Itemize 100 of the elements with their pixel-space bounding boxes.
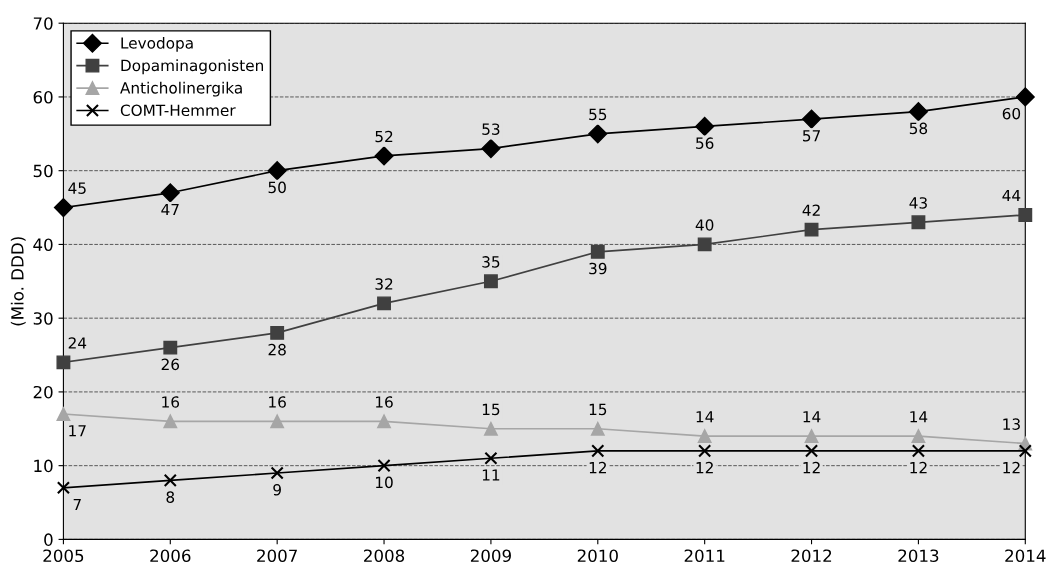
- data-label: 45: [68, 182, 86, 194]
- data-label: 56: [696, 137, 714, 149]
- legend-label: Dopaminagonisten: [121, 59, 263, 75]
- x-tick-label: 2012: [791, 549, 832, 563]
- data-label: 7: [73, 498, 81, 511]
- point: [695, 116, 715, 136]
- point: [484, 451, 498, 465]
- point: [56, 355, 71, 370]
- point: [804, 444, 819, 458]
- point: [804, 222, 819, 237]
- data-label: 28: [268, 343, 286, 356]
- point: [377, 296, 391, 311]
- point: [590, 244, 605, 259]
- data-label: 9: [273, 483, 281, 496]
- x-tick-label: 2006: [150, 549, 191, 563]
- data-label: 14: [803, 411, 821, 423]
- point: [1018, 207, 1033, 222]
- data-label: 12: [589, 461, 606, 474]
- data-label: 15: [482, 403, 500, 416]
- y-axis-title: (Mio. DDD): [10, 237, 26, 326]
- point: [1018, 444, 1032, 458]
- y-tick-label: 30: [33, 312, 53, 325]
- point: [56, 407, 71, 421]
- point: [697, 237, 712, 252]
- point: [377, 414, 391, 429]
- point: [483, 421, 498, 436]
- y-tick-label: 10: [34, 459, 53, 473]
- data-label: 16: [376, 396, 393, 408]
- y-tick-label: 0: [44, 533, 53, 546]
- legend-label: Levodopa: [121, 36, 193, 52]
- data-label: 24: [68, 337, 87, 349]
- data-label: 47: [161, 203, 179, 216]
- data-label: 39: [589, 262, 607, 275]
- data-label: 53: [482, 123, 500, 135]
- point: [911, 429, 926, 444]
- data-label: 52: [375, 130, 393, 143]
- point: [911, 215, 926, 230]
- x-tick-label: 2013: [898, 549, 939, 563]
- point: [483, 274, 498, 289]
- data-label: 55: [589, 108, 607, 121]
- point: [591, 444, 605, 458]
- data-label: 16: [162, 396, 180, 408]
- point: [374, 146, 394, 166]
- data-label: 44: [1002, 189, 1021, 202]
- point: [270, 325, 285, 340]
- point: [377, 459, 391, 473]
- y-tick-label: 20: [33, 385, 53, 399]
- point: [267, 161, 287, 181]
- point: [1015, 87, 1035, 107]
- legend-label: COMT-Hemmer: [120, 104, 236, 117]
- point: [53, 198, 73, 218]
- point: [590, 421, 605, 436]
- data-label: 12: [803, 461, 820, 474]
- point: [804, 429, 819, 444]
- point: [908, 102, 928, 122]
- data-label: 11: [482, 469, 500, 481]
- point: [160, 183, 180, 203]
- x-tick-label: 2008: [364, 549, 405, 563]
- data-label: 26: [161, 358, 180, 371]
- data-label: 13: [1003, 418, 1020, 430]
- data-label: 43: [909, 197, 927, 209]
- x-tick-label: 2005: [43, 549, 84, 563]
- data-label: 60: [1002, 107, 1021, 120]
- point: [270, 466, 284, 480]
- data-label: 14: [696, 411, 714, 423]
- y-tick-label: 40: [33, 238, 53, 251]
- point: [698, 444, 712, 458]
- data-label: 42: [802, 204, 820, 216]
- data-label: 12: [910, 461, 927, 474]
- point: [163, 340, 178, 355]
- data-label: 14: [910, 411, 928, 423]
- point: [697, 429, 712, 444]
- point: [270, 414, 285, 429]
- data-label: 17: [69, 425, 86, 437]
- point: [56, 481, 71, 495]
- data-label: 12: [1003, 461, 1020, 474]
- point: [911, 444, 926, 458]
- x-tick-label: 2014: [1005, 549, 1046, 563]
- point: [802, 109, 822, 129]
- legend-label: Anticholinergika: [120, 81, 242, 97]
- data-label: 35: [482, 256, 500, 268]
- data-label: 58: [909, 122, 928, 135]
- point: [481, 139, 501, 159]
- data-label: 12: [696, 461, 713, 474]
- x-tick-label: 2011: [684, 549, 725, 563]
- data-label: 15: [589, 403, 607, 416]
- x-tick-label: 2007: [257, 549, 297, 563]
- y-tick-label: 50: [33, 164, 53, 178]
- point: [163, 473, 177, 487]
- point: [588, 124, 608, 144]
- data-label: 8: [166, 491, 175, 503]
- x-tick-label: 2010: [577, 549, 618, 563]
- data-label: 57: [803, 130, 820, 142]
- x-tick-label: 2009: [470, 549, 511, 563]
- point: [163, 414, 178, 429]
- data-label: 16: [269, 396, 286, 408]
- y-tick-label: 60: [33, 90, 53, 104]
- data-label: 32: [375, 278, 393, 290]
- data-label: 40: [695, 219, 714, 231]
- data-label: 10: [376, 476, 393, 489]
